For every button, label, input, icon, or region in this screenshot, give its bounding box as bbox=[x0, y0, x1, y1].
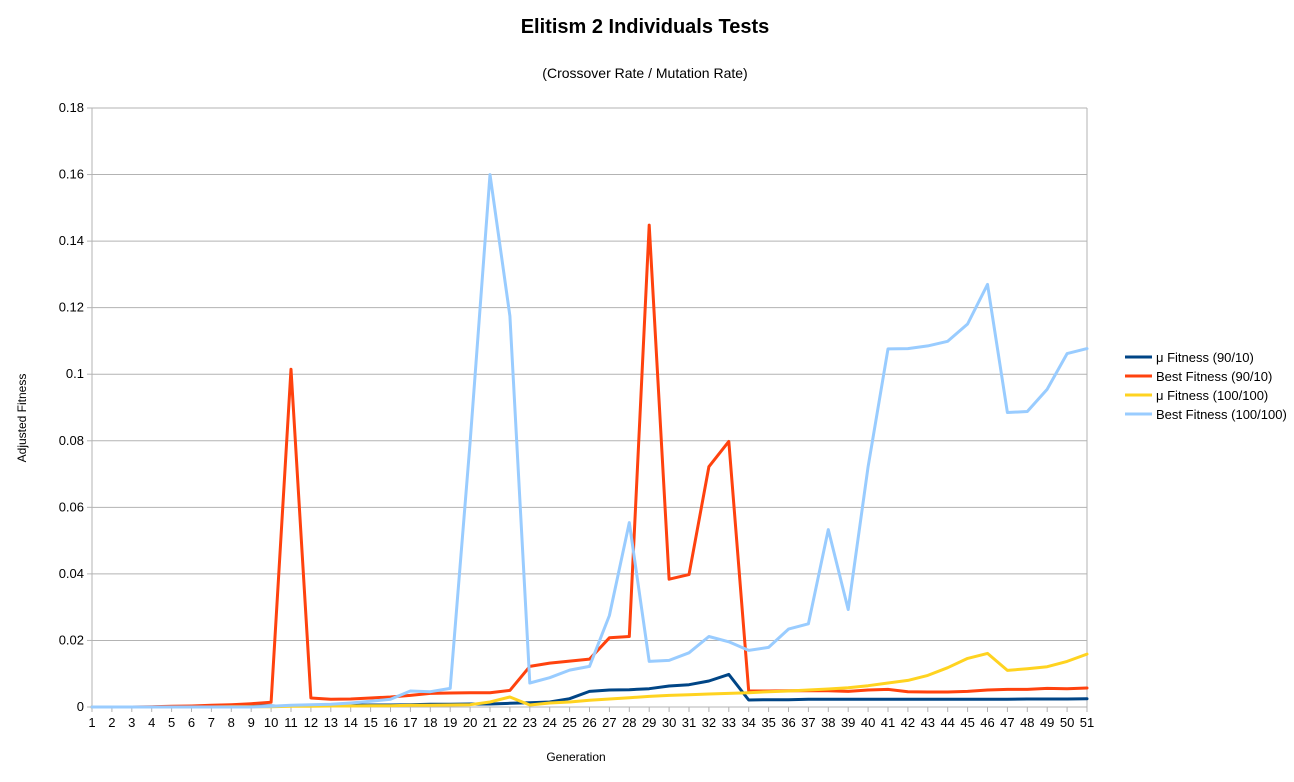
x-tick-label: 27 bbox=[602, 715, 616, 730]
chart-subtitle: (Crossover Rate / Mutation Rate) bbox=[542, 65, 747, 81]
y-axis-title: Adjusted Fitness bbox=[15, 374, 29, 463]
x-tick-label: 46 bbox=[980, 715, 994, 730]
x-tick-label: 19 bbox=[443, 715, 457, 730]
x-tick-label: 8 bbox=[228, 715, 235, 730]
x-tick-label: 2 bbox=[108, 715, 115, 730]
x-tick-label: 44 bbox=[940, 715, 954, 730]
legend-label: μ Fitness (100/100) bbox=[1156, 388, 1268, 403]
y-tick-label: 0.04 bbox=[59, 566, 84, 581]
x-tick-label: 14 bbox=[343, 715, 357, 730]
x-tick-label: 48 bbox=[1020, 715, 1034, 730]
x-tick-label: 4 bbox=[148, 715, 155, 730]
y-tick-label: 0.12 bbox=[59, 300, 84, 315]
x-tick-label: 50 bbox=[1060, 715, 1074, 730]
x-tick-label: 21 bbox=[483, 715, 497, 730]
x-tick-labels: 1 2 3 4 5 6 7 8 9 10 11 12 13 14 15 16 17 18 19 20 21 22 23 24 2… bbox=[88, 715, 1094, 730]
x-tick-label: 23 bbox=[523, 715, 537, 730]
x-tick-label: 31 bbox=[682, 715, 696, 730]
x-tick-label: 47 bbox=[1000, 715, 1014, 730]
legend: μ Fitness (90/10) Best Fitness (90/10) μ F… bbox=[1125, 350, 1287, 422]
x-tick-label: 41 bbox=[881, 715, 895, 730]
x-tick-label: 18 bbox=[423, 715, 437, 730]
x-tick-label: 12 bbox=[304, 715, 318, 730]
x-tick-label: 7 bbox=[208, 715, 215, 730]
series-line-4 bbox=[90, 173, 1089, 709]
x-tick-label: 5 bbox=[168, 715, 175, 730]
axes bbox=[87, 107, 1088, 712]
x-tick-label: 35 bbox=[761, 715, 775, 730]
y-tick-label: 0.06 bbox=[59, 499, 84, 514]
x-tick-label: 15 bbox=[363, 715, 377, 730]
x-tick-label: 40 bbox=[861, 715, 875, 730]
y-tick-label: 0 bbox=[77, 699, 84, 714]
x-tick-label: 49 bbox=[1040, 715, 1054, 730]
x-tick-label: 6 bbox=[188, 715, 195, 730]
x-tick-label: 25 bbox=[562, 715, 576, 730]
legend-label: μ Fitness (90/10) bbox=[1156, 350, 1254, 365]
y-tick-label: 0.14 bbox=[59, 233, 84, 248]
x-tick-label: 38 bbox=[821, 715, 835, 730]
x-tick-label: 45 bbox=[960, 715, 974, 730]
x-tick-label: 39 bbox=[841, 715, 855, 730]
x-tick-label: 1 bbox=[88, 715, 95, 730]
y-tick-label: 0.02 bbox=[59, 632, 84, 647]
y-tick-label: 0.1 bbox=[66, 366, 84, 381]
x-tick-label: 13 bbox=[324, 715, 338, 730]
x-tick-label: 42 bbox=[901, 715, 915, 730]
series-lines bbox=[90, 173, 1089, 709]
x-tick-label: 51 bbox=[1080, 715, 1094, 730]
x-axis-title: Generation bbox=[546, 750, 605, 764]
legend-label: Best Fitness (100/100) bbox=[1156, 407, 1287, 422]
x-tick-label: 26 bbox=[582, 715, 596, 730]
x-tick-label: 24 bbox=[542, 715, 556, 730]
y-tick-label: 0.08 bbox=[59, 433, 84, 448]
x-tick-label: 10 bbox=[264, 715, 278, 730]
series-line-2 bbox=[90, 223, 1089, 709]
x-tick-label: 28 bbox=[622, 715, 636, 730]
x-tick-label: 33 bbox=[722, 715, 736, 730]
x-tick-label: 11 bbox=[284, 715, 298, 730]
x-tick-label: 16 bbox=[383, 715, 397, 730]
legend-label: Best Fitness (90/10) bbox=[1156, 369, 1272, 384]
x-tick-label: 20 bbox=[463, 715, 477, 730]
y-tick-labels: 0 0.02 0.04 0.06 0.08 0.1 0.12 0.14 0.16 0.18 bbox=[59, 100, 84, 714]
gridlines bbox=[92, 107, 1087, 708]
x-tick-label: 22 bbox=[503, 715, 517, 730]
y-tick-label: 0.18 bbox=[59, 100, 84, 115]
x-tick-label: 30 bbox=[662, 715, 676, 730]
x-tick-label: 34 bbox=[741, 715, 755, 730]
x-tick-label: 9 bbox=[248, 715, 255, 730]
x-tick-label: 3 bbox=[128, 715, 135, 730]
chart-title: Elitism 2 Individuals Tests bbox=[521, 16, 770, 38]
y-tick-label: 0.16 bbox=[59, 167, 84, 182]
x-tick-label: 36 bbox=[781, 715, 795, 730]
x-tick-label: 37 bbox=[801, 715, 815, 730]
x-tick-label: 43 bbox=[921, 715, 935, 730]
x-tick-label: 29 bbox=[642, 715, 656, 730]
x-tick-label: 32 bbox=[702, 715, 716, 730]
x-tick-label: 17 bbox=[403, 715, 417, 730]
